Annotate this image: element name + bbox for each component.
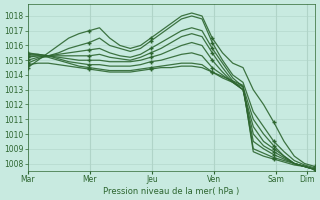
X-axis label: Pression niveau de la mer( hPa ): Pression niveau de la mer( hPa ) <box>103 187 239 196</box>
